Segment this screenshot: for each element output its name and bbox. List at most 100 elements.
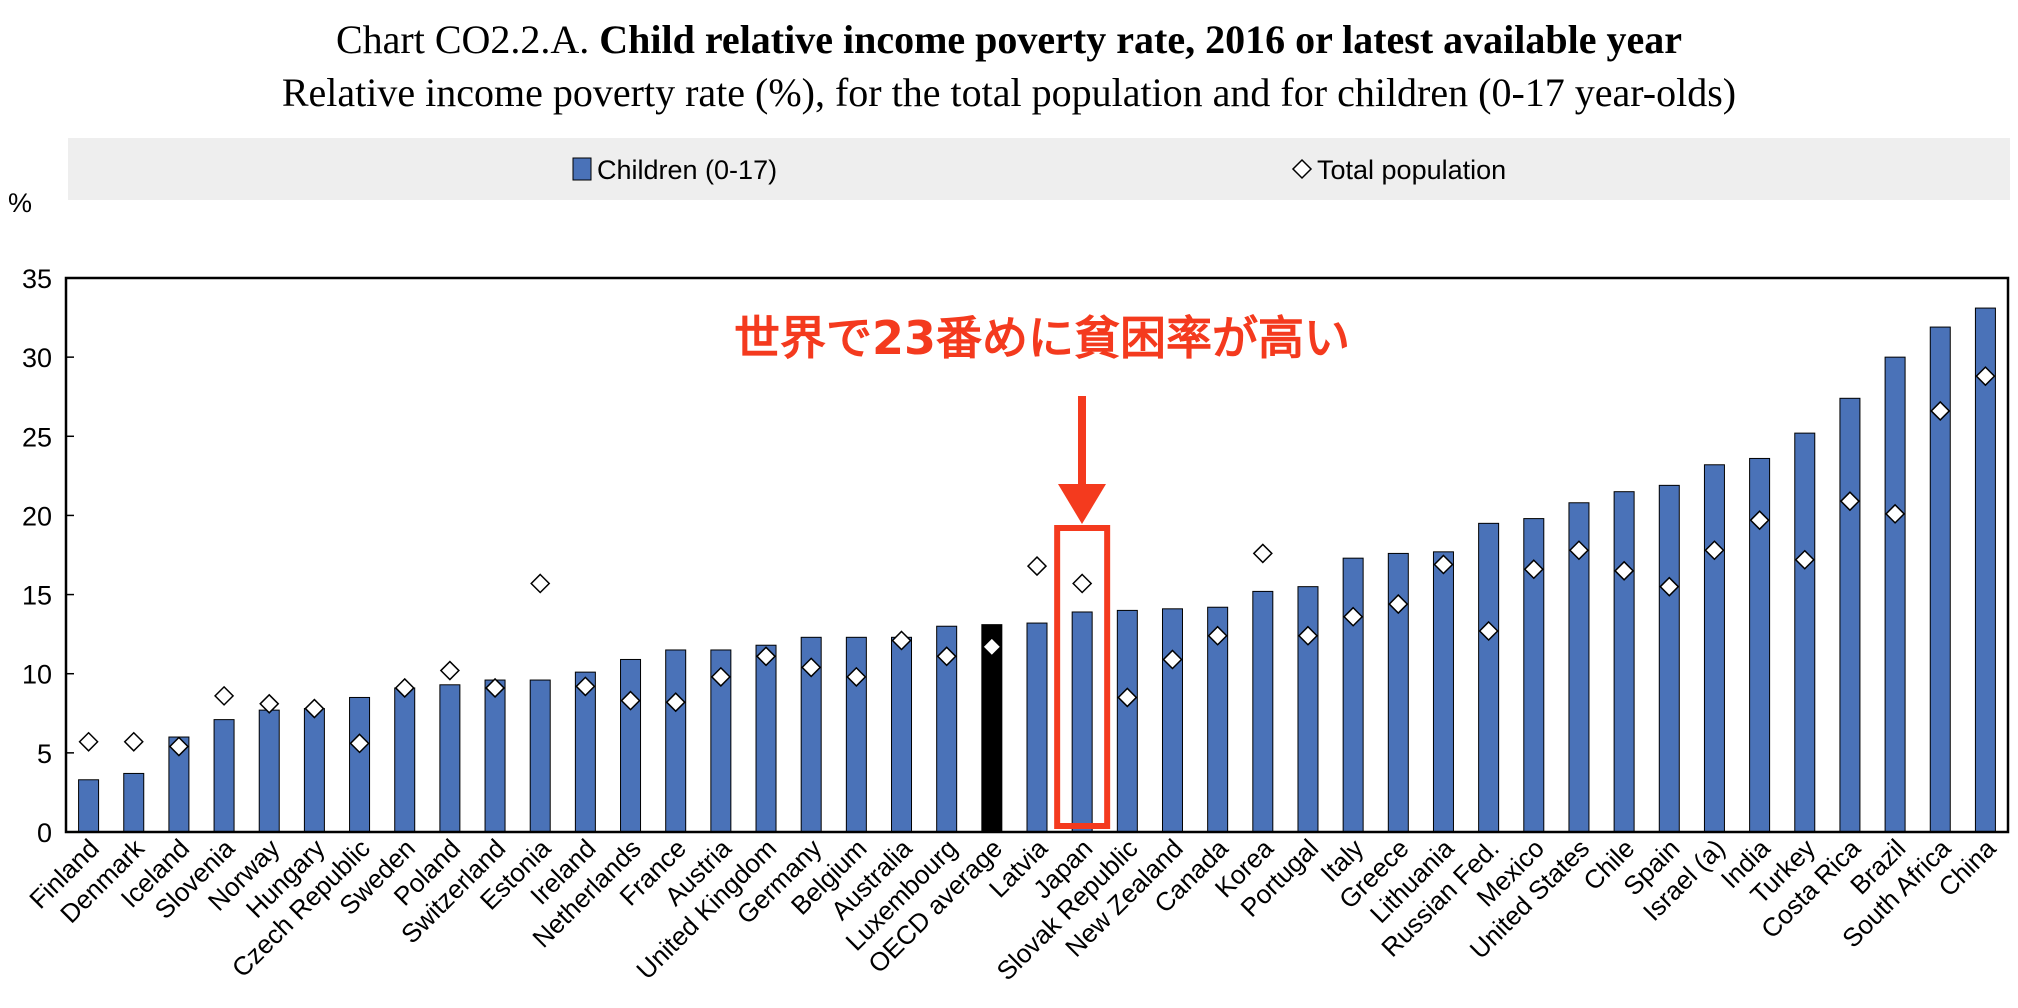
bar-china [1974, 307, 1996, 833]
marker-slovak-republic [1117, 687, 1138, 708]
marker-lithuania [1433, 554, 1454, 575]
marker-portugal [1297, 625, 1319, 646]
legend-total-marker [1291, 158, 1313, 180]
legend-box [68, 138, 2010, 200]
marker-south-africa [1930, 400, 1951, 422]
y-tick-label: 0 [37, 818, 52, 848]
marker-italy [1343, 606, 1364, 627]
y-tick-label: 5 [37, 739, 52, 769]
marker-russian-fed- [1478, 620, 1499, 642]
marker-estonia [530, 573, 551, 594]
marker-turkey [1794, 549, 1815, 570]
bar-new-zealand [1161, 608, 1183, 833]
bar-france [665, 649, 687, 833]
annotation-text: 世界で23番めに貧困率が高い [734, 311, 1350, 365]
bar-poland [439, 684, 461, 833]
y-tick-label: 15 [22, 581, 52, 611]
bar-belgium [845, 636, 867, 833]
marker-new-zealand [1162, 649, 1183, 670]
marker-france [665, 692, 686, 713]
bar-chile [1613, 491, 1635, 833]
bar-brazil [1884, 356, 1906, 833]
bar-slovak-republic [1116, 609, 1138, 833]
y-tick-label: 10 [22, 660, 52, 690]
x-axis-labels: FinlandDenmarkIcelandSloveniaNorwayHunga… [23, 832, 2002, 986]
marker-sweden [394, 677, 415, 699]
marker-denmark [123, 731, 144, 752]
bar-turkey [1794, 432, 1816, 833]
marker-china [1975, 366, 1996, 387]
marker-oecd-average [981, 636, 1002, 657]
marker-mexico [1523, 559, 1544, 580]
bar-russian-fed- [1478, 522, 1500, 833]
marker-india [1749, 510, 1770, 531]
bar-denmark [123, 772, 145, 833]
y-tick-label: 20 [22, 501, 52, 531]
bar-estonia [529, 679, 551, 833]
y-tick-label: 30 [22, 343, 52, 373]
annotation-highlight-box [1054, 525, 1111, 829]
bar-israel-a- [1703, 464, 1725, 833]
chart-title-prefix: Chart CO2.2.A. [336, 17, 589, 62]
marker-norway [259, 693, 280, 714]
bars [78, 307, 1996, 833]
marker-united-kingdom [755, 646, 777, 667]
legend-total-label: Total population [1317, 155, 1506, 185]
bar-hungary [303, 708, 325, 833]
marker-united-states [1568, 540, 1590, 561]
marker-japan [1072, 573, 1093, 594]
bar-korea [1252, 590, 1274, 833]
marker-slovenia [214, 685, 235, 706]
bar-slovenia [213, 719, 235, 833]
bar-united-kingdom [755, 644, 777, 833]
marker-czech-republic [349, 733, 370, 754]
bar-switzerland [484, 679, 506, 833]
marker-latvia [1026, 556, 1048, 577]
marker-luxembourg [936, 646, 957, 667]
marker-belgium [846, 666, 867, 687]
marker-finland [78, 731, 99, 752]
bar-costa-rica [1839, 397, 1861, 833]
bar-latvia [1026, 622, 1048, 833]
bar-lithuania [1432, 551, 1454, 833]
y-tick-label: 35 [22, 264, 52, 294]
marker-poland [439, 660, 460, 681]
chart-subtitle: Relative income poverty rate (%), for th… [282, 70, 1736, 115]
legend-children-swatch [572, 157, 592, 181]
marker-brazil [1885, 503, 1906, 524]
legend-children-label: Children (0-17) [597, 155, 777, 185]
y-tick-label: 25 [22, 422, 52, 452]
bar-japan [1071, 611, 1093, 833]
marker-iceland [168, 736, 189, 757]
marker-chile [1614, 560, 1635, 581]
bar-finland [78, 779, 100, 833]
bar-italy [1342, 557, 1364, 833]
plot-frame [64, 276, 2010, 834]
bar-netherlands [620, 658, 642, 833]
marker-israel-a- [1704, 540, 1725, 561]
marker-netherlands [620, 690, 641, 711]
y-axis-label: % [8, 188, 32, 218]
bar-spain [1658, 484, 1680, 833]
bar-sweden [394, 687, 416, 833]
chart-title: Chart CO2.2.A. Child relative income pove… [336, 17, 1682, 62]
marker-costa-rica [1839, 491, 1860, 512]
marker-canada [1207, 625, 1228, 646]
marker-australia [891, 630, 912, 651]
y-axis-ticks: 0 5 10 15 20 25 30 35 [22, 264, 74, 848]
total-population-markers [78, 366, 1996, 757]
marker-switzerland [484, 677, 506, 699]
annotation-arrow-head [1058, 484, 1106, 524]
marker-austria [710, 666, 731, 687]
bar-australia [891, 636, 913, 833]
marker-spain [1659, 576, 1680, 597]
marker-korea [1252, 543, 1273, 564]
marker-hungary [304, 698, 325, 719]
bar-czech-republic [349, 696, 371, 833]
chart-title-main: Child relative income poverty rate, 2016… [599, 17, 1682, 62]
marker-germany [801, 657, 822, 678]
marker-greece [1388, 594, 1409, 615]
bar-norway [258, 709, 280, 833]
bar-portugal [1297, 586, 1319, 833]
